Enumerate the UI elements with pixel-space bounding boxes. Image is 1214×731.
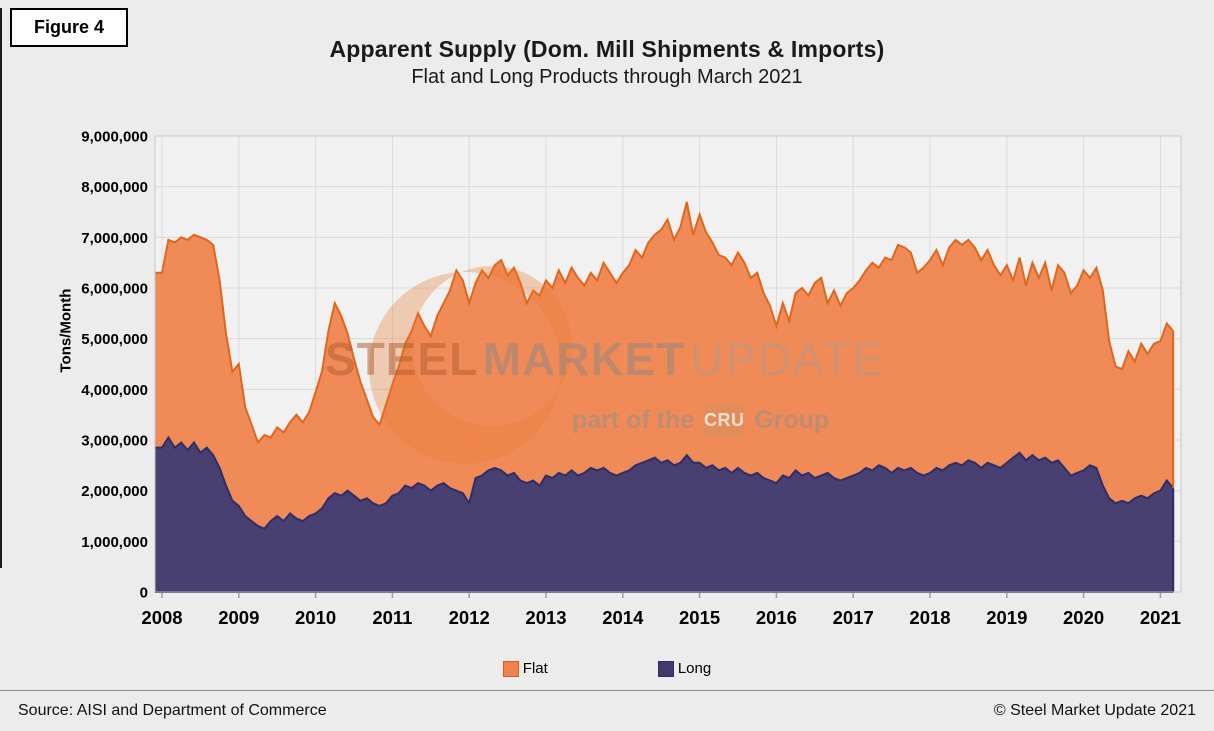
watermark-word-market: MARKET bbox=[482, 333, 686, 385]
y-tick-label: 0 bbox=[140, 585, 148, 602]
y-tick-label: 3,000,000 bbox=[81, 433, 148, 450]
watermark-word-steel: STEEL bbox=[325, 333, 479, 385]
watermark-tagline: part of the CRU Group bbox=[572, 404, 829, 437]
x-tick-label: 2015 bbox=[679, 607, 720, 628]
chart-title: Apparent Supply (Dom. Mill Shipments & I… bbox=[329, 36, 885, 62]
footer-source: Source: AISI and Department of Commerce bbox=[18, 702, 327, 719]
long-top-line bbox=[155, 435, 1174, 530]
x-tick-label: 2020 bbox=[1063, 607, 1104, 628]
footer-divider bbox=[0, 690, 1214, 691]
x-tick-label: 2008 bbox=[141, 607, 182, 628]
chart-legend: Flat Long bbox=[0, 660, 1214, 677]
watermark-part-of-the: part of the bbox=[572, 406, 695, 434]
long-series-swatch-icon bbox=[657, 660, 674, 677]
y-tick-label: 6,000,000 bbox=[81, 281, 148, 298]
y-tick-label: 4,000,000 bbox=[81, 382, 148, 399]
left-edge-line bbox=[0, 8, 2, 568]
x-tick-label: 2021 bbox=[1140, 607, 1181, 628]
x-tick-label: 2012 bbox=[449, 607, 490, 628]
x-tick-label: 2009 bbox=[218, 607, 259, 628]
y-tick-label: 1,000,000 bbox=[81, 534, 148, 551]
legend-label-flat: Flat bbox=[522, 660, 548, 677]
y-tick-label: 5,000,000 bbox=[81, 331, 148, 348]
x-tick-label: 2017 bbox=[833, 607, 874, 628]
x-tick-label: 2018 bbox=[909, 607, 950, 628]
legend-item-long: Long bbox=[657, 660, 712, 677]
watermark-word-update: UPDATE bbox=[689, 333, 886, 385]
y-tick-label: 9,000,000 bbox=[81, 129, 148, 146]
x-tick-label: 2016 bbox=[756, 607, 797, 628]
y-tick-label: 7,000,000 bbox=[81, 230, 148, 247]
y-axis-title: Tons/Month bbox=[57, 288, 75, 373]
x-tick-label: 2010 bbox=[295, 607, 336, 628]
legend-item-flat: Flat bbox=[502, 660, 548, 677]
footer-copyright: © Steel Market Update 2021 bbox=[993, 702, 1196, 719]
long-area bbox=[155, 437, 1174, 592]
x-tick-label: 2014 bbox=[602, 607, 644, 628]
y-tick-label: 2,000,000 bbox=[81, 483, 148, 500]
x-tick-label: 2013 bbox=[525, 607, 566, 628]
x-tick-label: 2019 bbox=[986, 607, 1027, 628]
figure-label: Figure 4 bbox=[10, 8, 129, 47]
x-tick-label: 2011 bbox=[372, 607, 412, 628]
legend-label-long: Long bbox=[677, 660, 712, 677]
watermark-text: STEEL MARKET UPDATE bbox=[325, 336, 885, 382]
watermark-group: Group bbox=[754, 406, 830, 434]
y-tick-label: 8,000,000 bbox=[81, 179, 148, 196]
chart-subtitle: Flat and Long Products through March 202… bbox=[411, 66, 803, 88]
cru-badge-icon: CRU bbox=[704, 404, 745, 437]
flat-series-swatch-icon bbox=[502, 660, 519, 677]
